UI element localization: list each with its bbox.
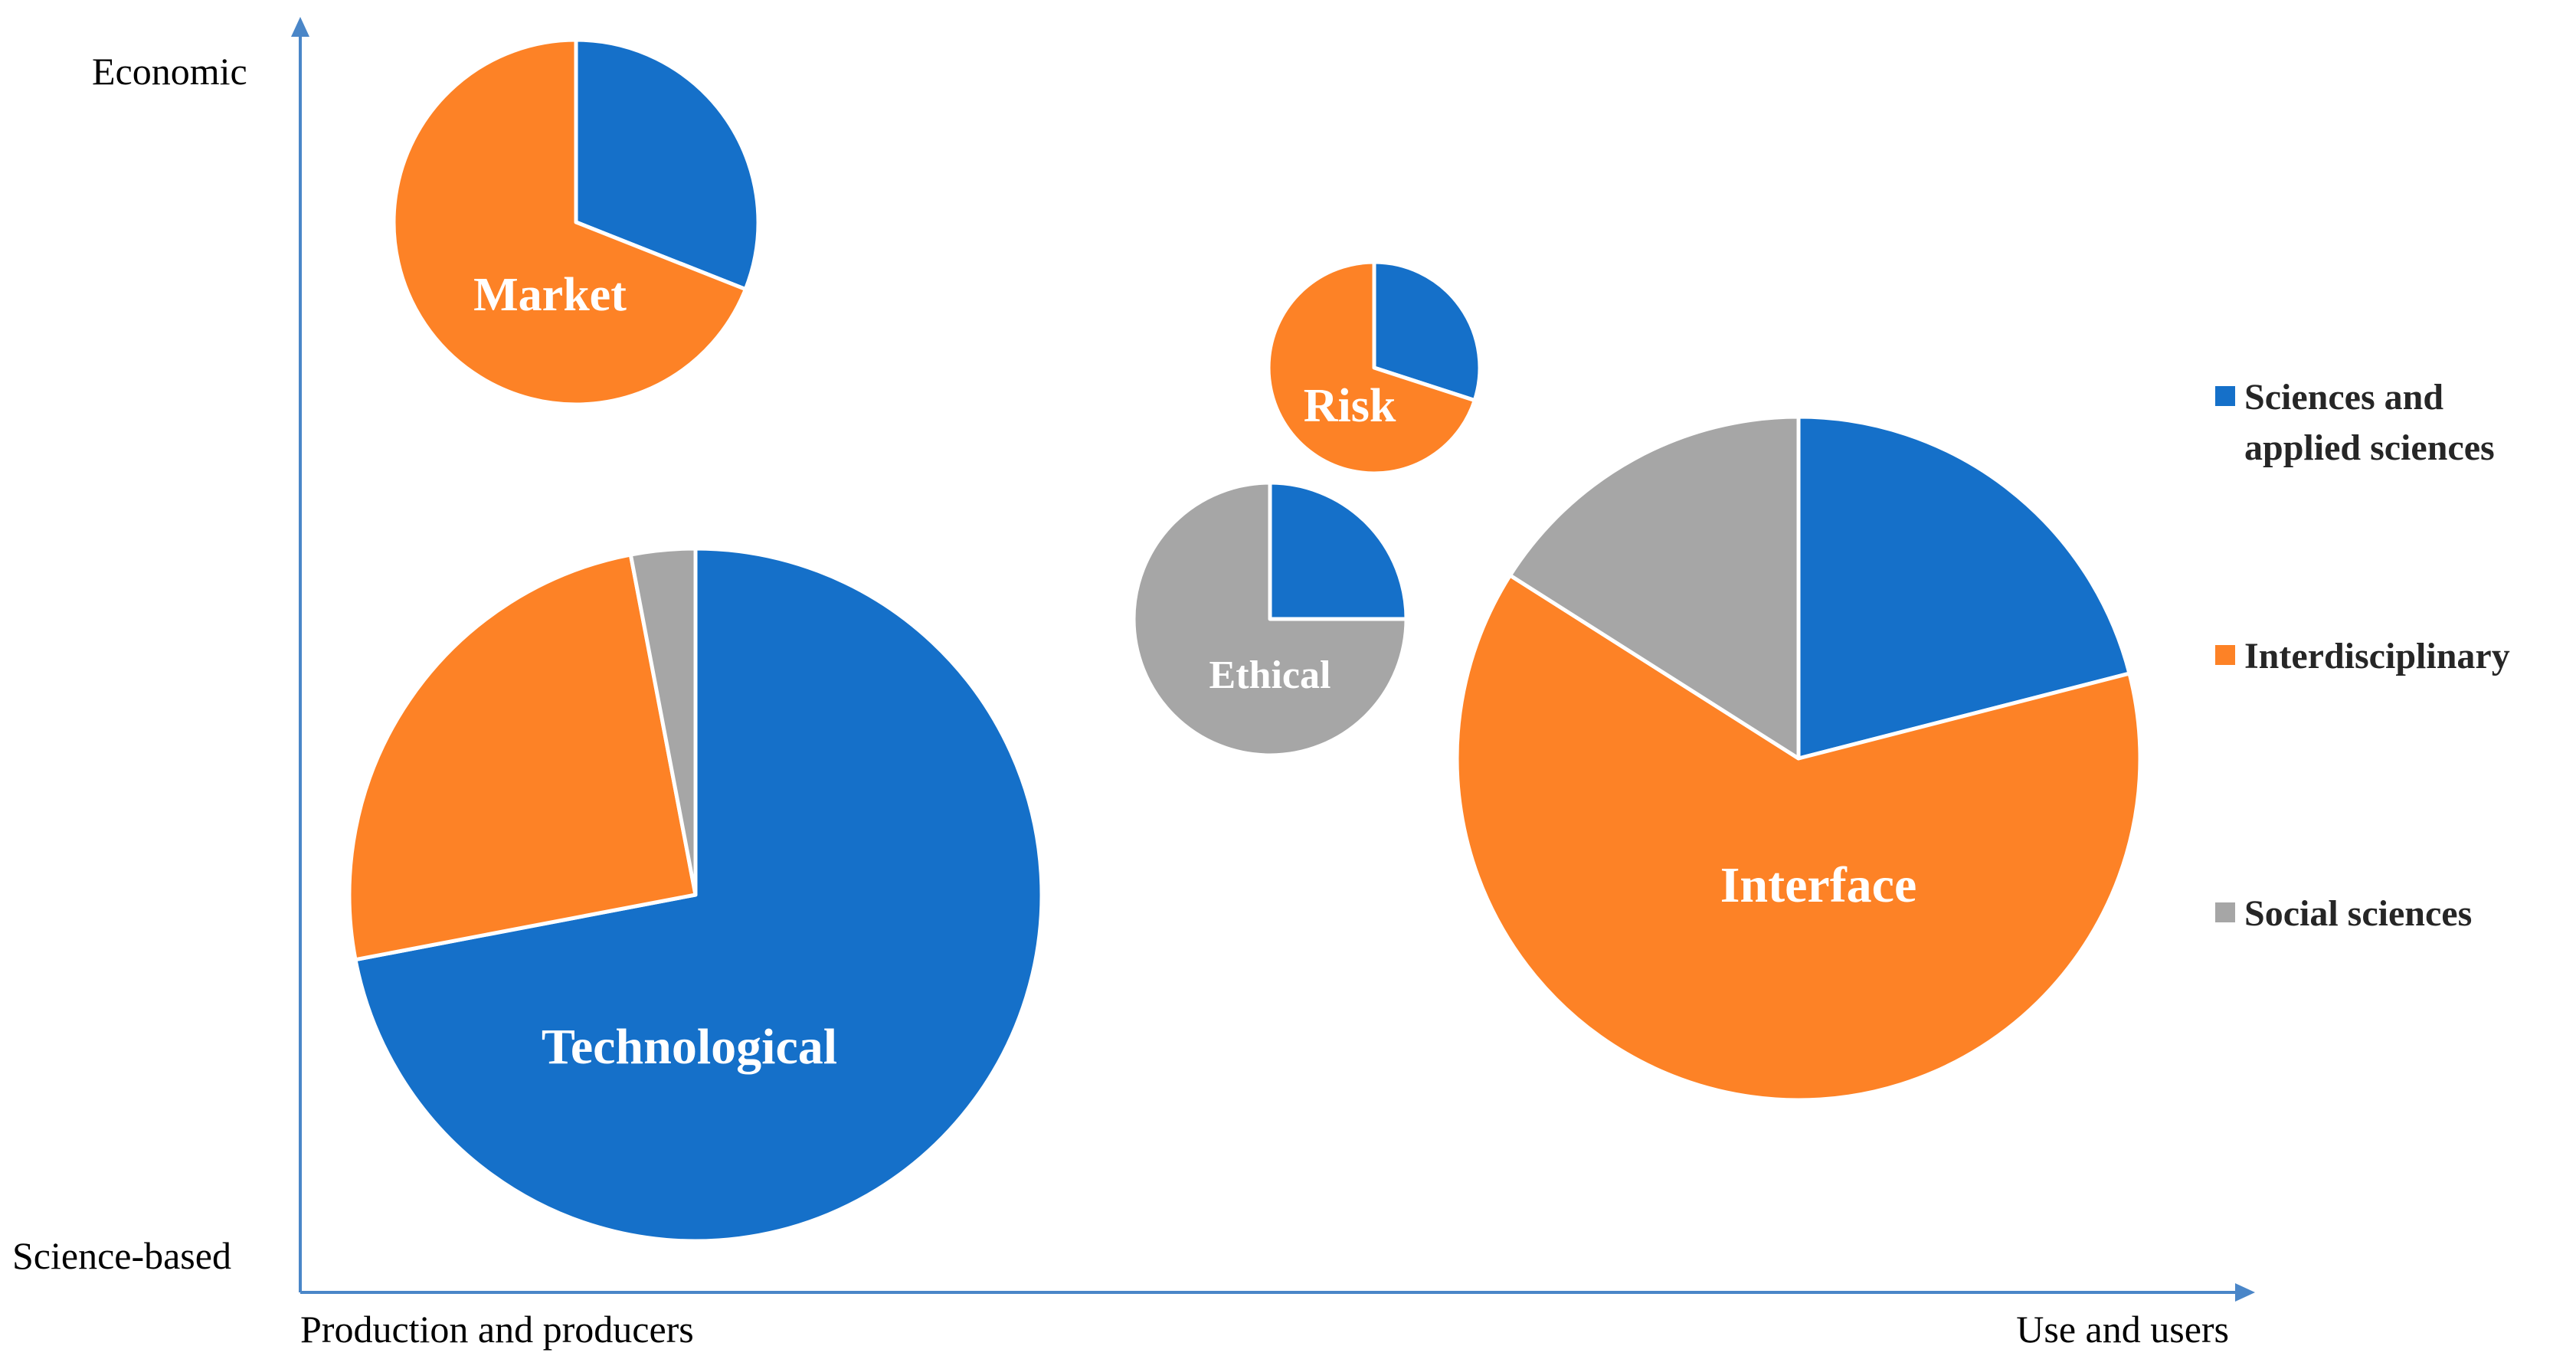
pie-label-risk: Risk — [1304, 380, 1396, 432]
pie-slice-risk-sciences — [1372, 260, 1482, 403]
pie-technological: Technological — [347, 546, 1044, 1243]
x-axis-left-label: Production and producers — [300, 1308, 694, 1351]
pie-label-ethical: Ethical — [1209, 653, 1331, 697]
pie-label-technological: Technological — [542, 1019, 837, 1075]
y-axis-top-label: Economic — [92, 50, 247, 93]
pie-market: Market — [391, 38, 761, 407]
y-axis-arrowhead — [291, 17, 309, 37]
pie-slice-technological-social — [628, 546, 698, 897]
legend-swatch-social-sciences — [2215, 902, 2235, 922]
legend-label-sciences-line1: Sciences and — [2244, 377, 2443, 418]
pie-risk: Risk — [1266, 260, 1482, 476]
pie-label-interface: Interface — [1720, 857, 1917, 913]
legend-item-sciences: Sciences and applied sciences — [2215, 377, 2495, 468]
legend-swatch-interdisciplinary — [2215, 645, 2235, 665]
pie-slice-interface-interdisciplinary — [1455, 573, 2142, 1102]
pie-ethical: Ethical — [1131, 480, 1409, 758]
legend-label-social-sciences: Social sciences — [2244, 893, 2472, 934]
pie-slice-ethical-sciences — [1268, 480, 1409, 621]
pie-slice-technological-sciences — [353, 546, 1044, 1243]
pie-slice-risk-interdisciplinary — [1266, 260, 1477, 476]
pie-slice-interface-sciences — [1796, 414, 2132, 761]
x-axis-arrowhead — [2235, 1283, 2255, 1302]
legend-item-social-sciences: Social sciences — [2215, 893, 2472, 934]
legend-label-sciences-line2: applied sciences — [2244, 427, 2495, 468]
pie-slice-ethical-social — [1131, 480, 1409, 758]
legend-item-interdisciplinary: Interdisciplinary — [2215, 636, 2510, 676]
pie-slice-interface-social — [1507, 414, 1801, 761]
pie-slice-market-sciences — [574, 38, 761, 292]
pie-slice-market-interdisciplinary — [391, 38, 748, 407]
legend: Sciences and applied sciences Interdisci… — [2215, 377, 2510, 934]
pie-slice-technological-interdisciplinary — [347, 552, 698, 962]
x-axis-right-label: Use and users — [2016, 1308, 2229, 1351]
y-axis-bottom-label: Science-based — [12, 1234, 231, 1277]
pie-interface: Interface — [1455, 414, 2142, 1102]
legend-swatch-sciences — [2215, 386, 2235, 406]
legend-label-interdisciplinary: Interdisciplinary — [2244, 636, 2510, 676]
pie-label-market: Market — [473, 269, 627, 321]
